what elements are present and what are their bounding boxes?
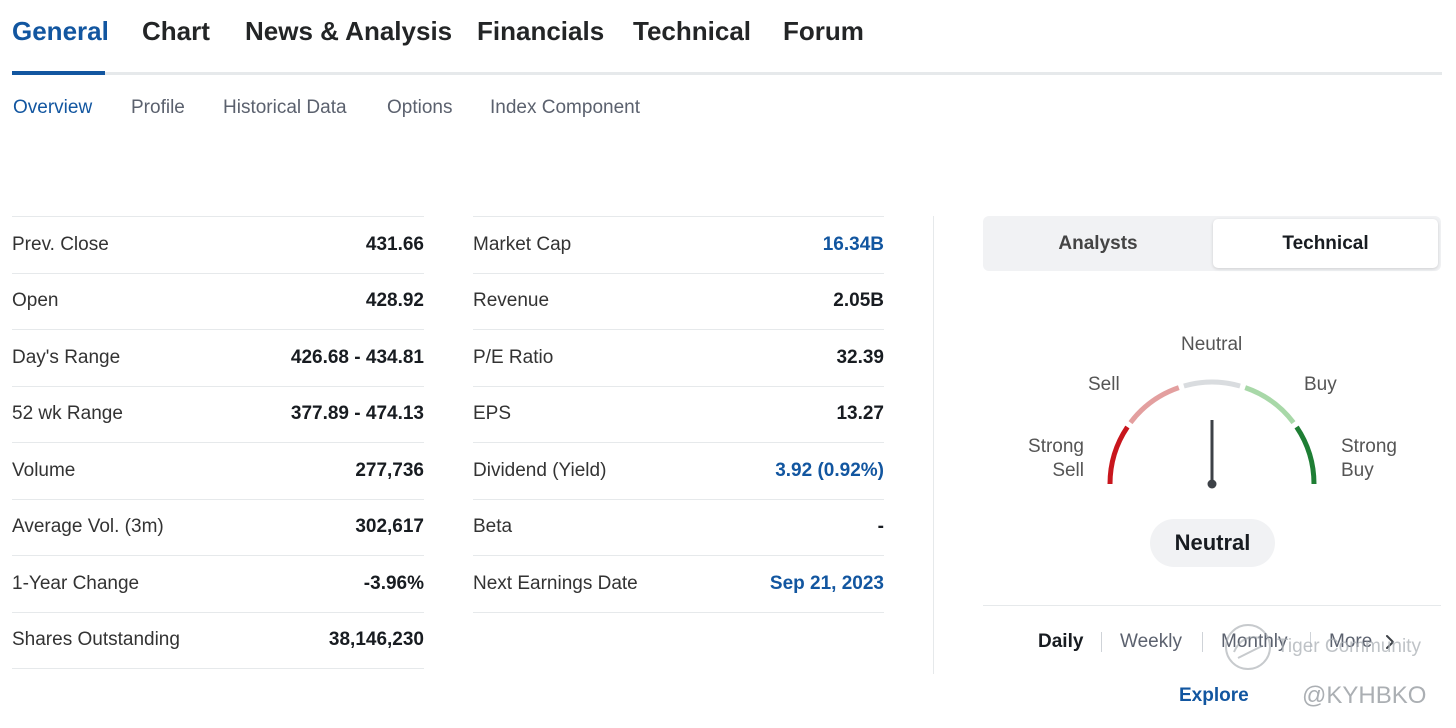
gauge-label-buy: Buy	[1304, 374, 1337, 395]
tiger-community-logo-icon	[1225, 624, 1271, 670]
stat-row-dividend-yield: Dividend (Yield) 3.92 (0.92%)	[473, 443, 884, 500]
gauge-label-strong-buy: Strong Buy	[1341, 435, 1397, 483]
stat-row-pe-ratio: P/E Ratio 32.39	[473, 330, 884, 387]
gauge-label-line: Strong	[1341, 436, 1397, 457]
stats-table-right: Market Cap 16.34B Revenue 2.05B P/E Rati…	[473, 216, 884, 613]
subtab-overview[interactable]: Overview	[13, 97, 93, 118]
stat-label: Open	[12, 290, 59, 312]
stat-label: Prev. Close	[12, 233, 109, 255]
gauge-label-line: Buy	[1341, 460, 1374, 481]
sentiment-gauge	[1107, 379, 1317, 489]
gauge-label-neutral: Neutral	[1181, 334, 1243, 355]
stat-value: 32.39	[836, 346, 884, 368]
period-more[interactable]: More	[1329, 631, 1373, 652]
stat-label: Next Earnings Date	[473, 572, 638, 594]
explore-link[interactable]: Explore	[1179, 685, 1249, 706]
stat-label: Beta	[473, 516, 513, 538]
main-tab-bar: General Chart News & Analysis Financials…	[12, 0, 1442, 75]
stat-row-beta: Beta -	[473, 500, 884, 556]
gauge-label-sell: Sell	[1088, 374, 1120, 395]
period-separator	[1101, 632, 1102, 652]
gauge-arc-strong-sell	[1107, 425, 1130, 485]
analysts-toggle-button[interactable]: Analysts	[1058, 232, 1138, 254]
gauge-arc-sell	[1128, 385, 1180, 425]
stat-label: Shares Outstanding	[12, 629, 180, 651]
watermark-handle: @KYHBKO	[1302, 682, 1427, 709]
subtab-profile[interactable]: Profile	[131, 97, 185, 118]
market-cap-link[interactable]: 16.34B	[822, 233, 884, 255]
stat-row-average-volume: Average Vol. (3m) 302,617	[12, 500, 424, 556]
stat-row-market-cap: Market Cap 16.34B	[473, 217, 884, 274]
stat-label: Day's Range	[12, 346, 121, 368]
stat-row-volume: Volume 277,736	[12, 443, 424, 500]
tab-chart[interactable]: Chart	[142, 16, 210, 46]
tab-technical[interactable]: Technical	[633, 16, 752, 46]
stat-value: 2.05B	[833, 290, 884, 312]
stat-value: 426.68 - 434.81	[290, 346, 424, 368]
technical-summary-badge: Neutral	[1150, 519, 1275, 567]
earnings-date-link[interactable]: Sep 21, 2023	[769, 572, 884, 594]
gauge-needle-hub	[1207, 479, 1217, 489]
dividend-link[interactable]: 3.92 (0.92%)	[775, 459, 884, 481]
gauge-arc-neutral	[1183, 379, 1241, 389]
gauge-label-line: Sell	[1052, 460, 1084, 481]
tab-forum[interactable]: Forum	[783, 16, 864, 46]
stat-row-prev-close: Prev. Close 431.66	[12, 217, 424, 274]
tab-general[interactable]: General	[12, 16, 109, 46]
active-tab-indicator	[12, 71, 105, 75]
stat-row-open: Open 428.92	[12, 274, 424, 330]
stat-label: 52 wk Range	[12, 403, 123, 425]
period-weekly[interactable]: Weekly	[1120, 631, 1182, 652]
panel-divider	[983, 605, 1441, 606]
tab-news-analysis[interactable]: News & Analysis	[245, 16, 453, 46]
stat-label: Market Cap	[473, 233, 572, 255]
technical-toggle-button[interactable]: Technical	[1213, 219, 1438, 268]
stat-value: 377.89 - 474.13	[290, 403, 424, 425]
gauge-label-line: Strong	[1028, 436, 1084, 457]
period-daily[interactable]: Daily	[1038, 631, 1084, 652]
stat-row-eps: EPS 13.27	[473, 387, 884, 443]
gauge-arc-strong-buy	[1294, 425, 1317, 485]
gauge-arc-buy	[1244, 385, 1296, 425]
stat-row-52wk-range: 52 wk Range 377.89 - 474.13	[12, 387, 424, 443]
stat-label: Revenue	[473, 290, 550, 312]
stat-label: Volume	[12, 459, 76, 481]
tab-financials[interactable]: Financials	[477, 16, 605, 46]
stat-value: -3.96%	[363, 572, 424, 594]
stat-value: 428.92	[365, 290, 424, 312]
watermark-text: Tiger Community	[1277, 636, 1421, 657]
stat-value: 302,617	[355, 516, 424, 538]
stat-row-shares-outstanding: Shares Outstanding 38,146,230	[12, 613, 424, 669]
analysts-technical-toggle: Analysts Technical	[983, 216, 1441, 271]
gauge-label-strong-sell: Strong Sell	[1026, 435, 1084, 483]
stat-row-1-year-change: 1-Year Change -3.96%	[12, 556, 424, 613]
stat-row-days-range: Day's Range 426.68 - 434.81	[12, 330, 424, 387]
stat-value: 431.66	[365, 233, 424, 255]
stat-label: Dividend (Yield)	[473, 459, 607, 481]
column-divider	[933, 216, 934, 674]
stat-value: -	[877, 516, 884, 538]
chevron-right-icon[interactable]	[1384, 634, 1396, 650]
subtab-index-component[interactable]: Index Component	[490, 97, 640, 118]
stat-row-next-earnings-date: Next Earnings Date Sep 21, 2023	[473, 556, 884, 613]
period-separator	[1310, 632, 1311, 652]
subtab-options[interactable]: Options	[387, 97, 453, 118]
stats-table-left: Prev. Close 431.66 Open 428.92 Day's Ran…	[12, 216, 424, 669]
stat-label: P/E Ratio	[473, 346, 554, 368]
subtab-historical-data[interactable]: Historical Data	[223, 97, 347, 118]
stat-label: 1-Year Change	[12, 572, 140, 594]
period-separator	[1202, 632, 1203, 652]
stat-value: 13.27	[836, 403, 884, 425]
stat-label: EPS	[473, 403, 512, 425]
stat-value: 38,146,230	[328, 629, 424, 651]
stat-label: Average Vol. (3m)	[12, 516, 164, 538]
stat-row-revenue: Revenue 2.05B	[473, 274, 884, 330]
stat-value: 277,736	[355, 459, 424, 481]
